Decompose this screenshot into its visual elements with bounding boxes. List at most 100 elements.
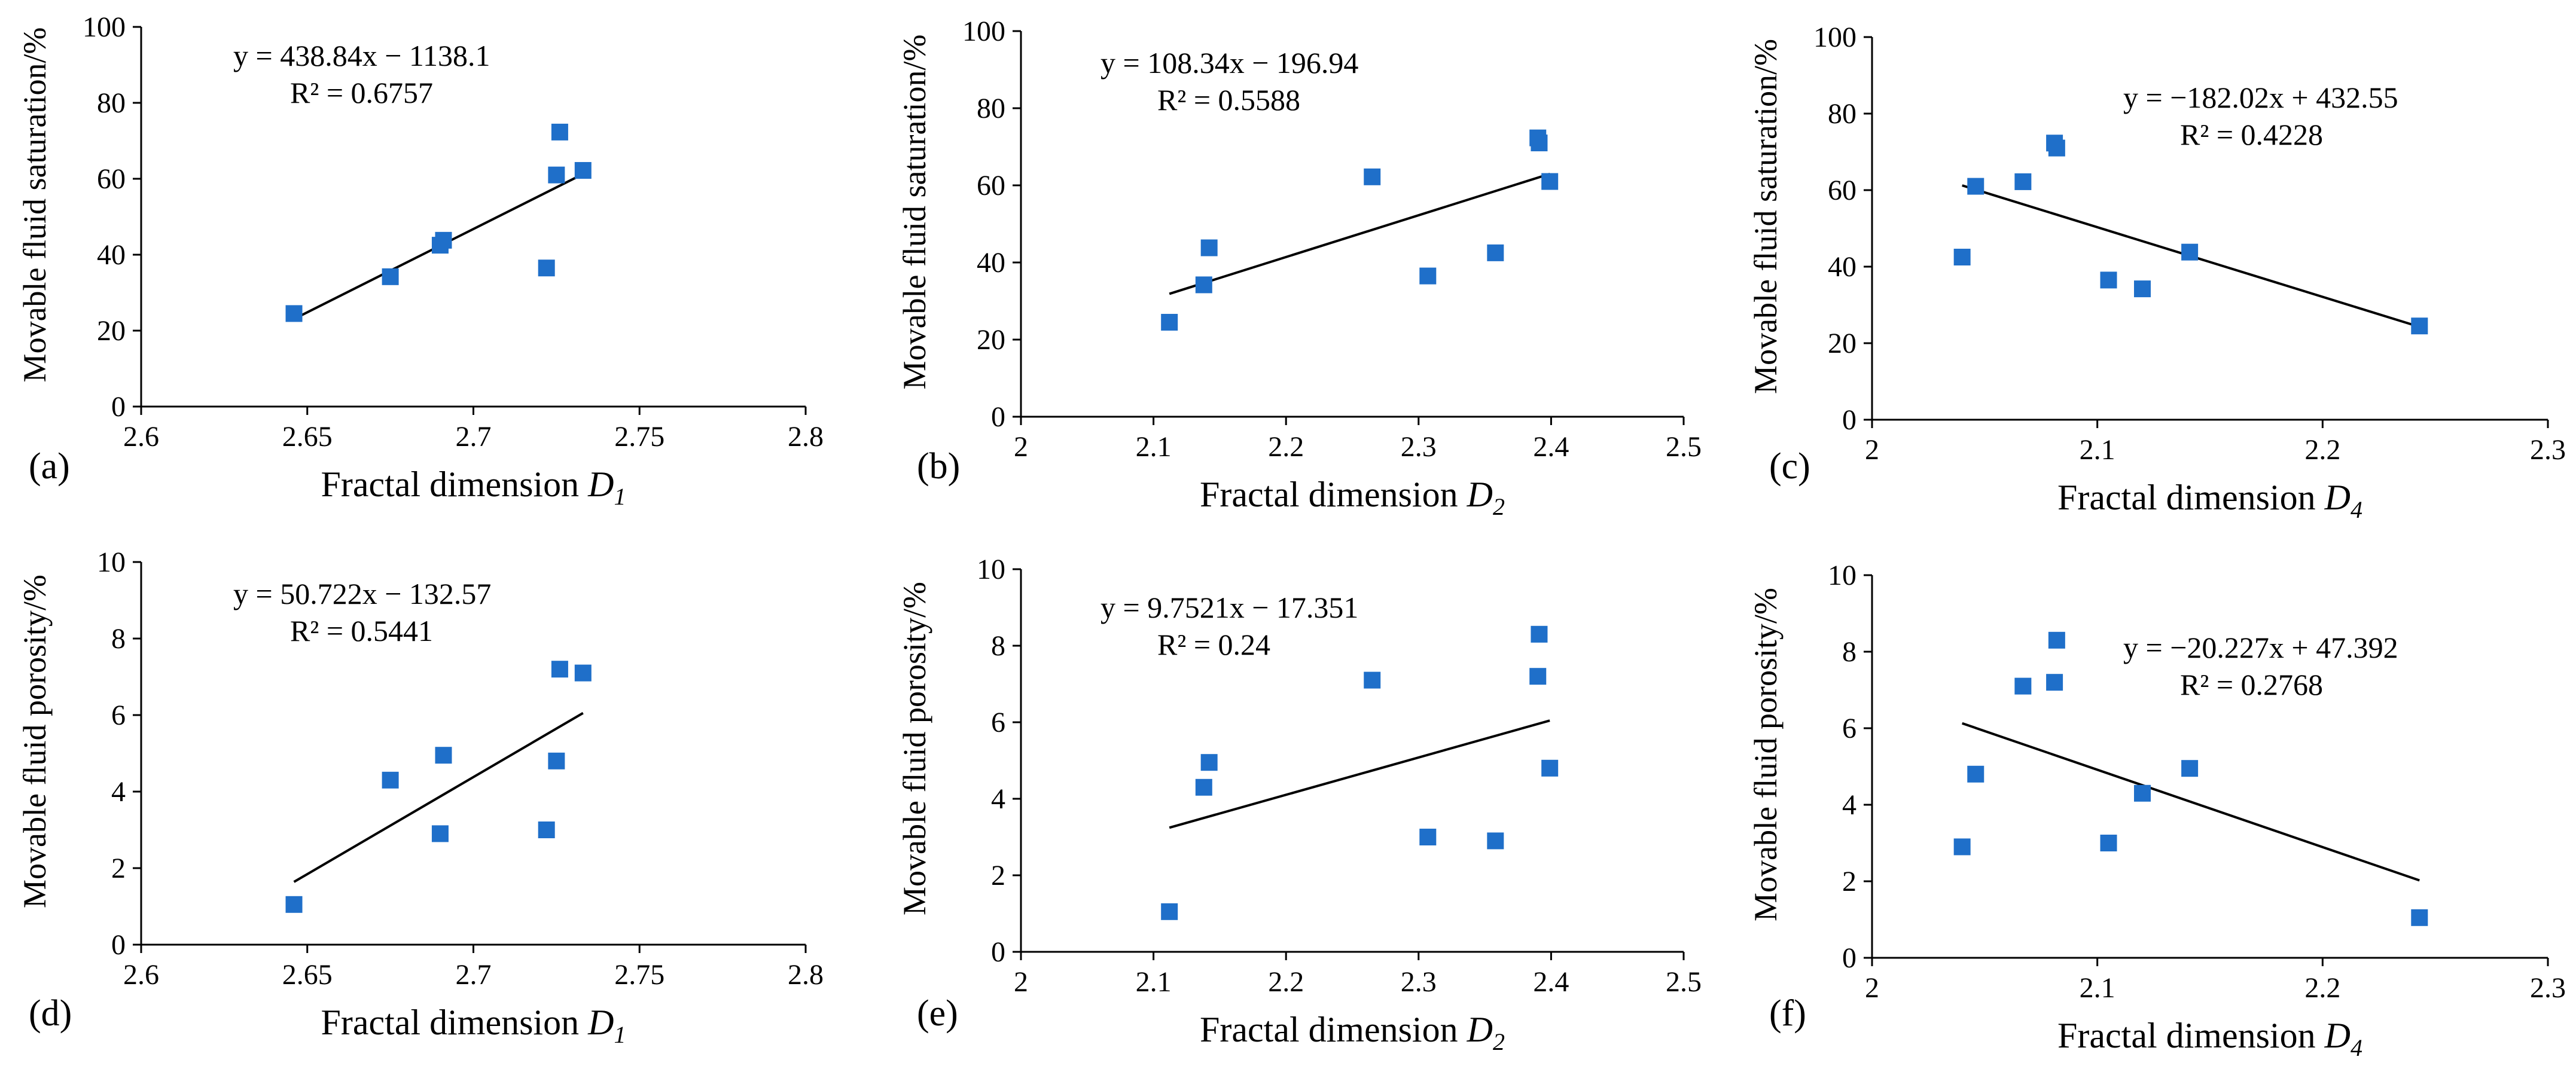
data-point [1200, 754, 1218, 771]
y-tick-label: 40 [1828, 251, 1856, 283]
data-point [382, 771, 399, 789]
trendline [1962, 722, 2420, 882]
data-point [1419, 267, 1437, 285]
x-tick-label: 2.1 [2080, 434, 2115, 466]
data-point [1967, 765, 1984, 783]
x-axis-title: Fractal dimension D4 [2057, 1016, 2362, 1061]
data-point [431, 825, 449, 842]
x-tick-label: 2.3 [1401, 431, 1437, 463]
data-point [1529, 668, 1547, 685]
trendline [1169, 172, 1550, 295]
panel-label: (b) [917, 446, 960, 487]
y-tick-label: 8 [1842, 636, 1856, 668]
data-point [1161, 903, 1178, 920]
panel-label: (f) [1769, 993, 1806, 1034]
panel-label: (c) [1769, 446, 1810, 487]
r-squared-label: R² = 0.5441 [290, 614, 433, 648]
data-point [1967, 178, 1984, 195]
data-point [2048, 139, 2065, 157]
y-tick-label: 2 [111, 853, 126, 884]
x-tick-label: 2.2 [1268, 966, 1304, 998]
x-tick-label: 2.5 [1666, 431, 1702, 463]
y-tick-label: 60 [977, 170, 1005, 201]
trendline [293, 711, 584, 883]
data-point [1487, 244, 1504, 261]
data-point [1541, 759, 1559, 777]
equation-label: y = 50.722x − 132.57 [233, 577, 491, 610]
data-point [2181, 760, 2199, 777]
x-tick-label: 2.3 [2530, 972, 2566, 1004]
data-point [285, 896, 303, 913]
y-axis-title: Movable fluid porosity/% [897, 582, 932, 915]
x-axis-title: Fractal dimension D1 [321, 1003, 626, 1048]
x-tick-label: 2.2 [2304, 972, 2340, 1004]
y-tick-label: 6 [111, 700, 126, 731]
x-tick-label: 2.75 [614, 421, 664, 453]
y-tick-label: 80 [1828, 98, 1856, 130]
data-point [1953, 249, 1971, 265]
y-tick-label: 20 [1828, 328, 1856, 359]
y-tick-label: 0 [1842, 942, 1856, 974]
data-point [1541, 173, 1559, 190]
panel-label: (d) [29, 993, 72, 1034]
y-tick-label: 4 [111, 776, 126, 808]
y-tick-label: 0 [991, 936, 1005, 968]
equation-label: y = 9.7521x − 17.351 [1100, 591, 1358, 624]
data-point [538, 259, 555, 277]
y-tick-label: 20 [977, 324, 1005, 356]
equation-label: y = 438.84x − 1138.1 [233, 39, 490, 72]
y-axis-title: Movable fluid porosity/% [17, 575, 53, 908]
y-tick-label: 20 [97, 315, 126, 347]
data-point [1200, 239, 1218, 256]
panel-label: (a) [29, 446, 70, 487]
equation-label: y = −20.227x + 47.392 [2123, 631, 2398, 664]
data-point [1195, 778, 1212, 796]
r-squared-label: R² = 0.5588 [1157, 83, 1300, 117]
y-tick-label: 40 [97, 239, 126, 271]
x-axis-title: Fractal dimension D2 [1200, 475, 1505, 520]
y-tick-label: 2 [991, 860, 1005, 891]
data-point [1487, 832, 1504, 850]
data-point [2411, 909, 2428, 926]
data-point [2048, 631, 2065, 649]
data-point [2100, 271, 2117, 289]
x-tick-label: 2.4 [1533, 431, 1569, 463]
y-tick-label: 8 [991, 630, 1005, 662]
x-tick-label: 2.2 [1268, 431, 1304, 463]
y-axis-title: Movable fluid saturation/% [1748, 39, 1784, 394]
y-tick-label: 60 [97, 163, 126, 195]
x-tick-label: 2 [1865, 972, 1879, 1004]
data-point [538, 821, 555, 838]
y-tick-label: 4 [1842, 789, 1856, 821]
data-point [1531, 135, 1548, 152]
data-point [2134, 280, 2151, 298]
data-point [1364, 168, 1381, 185]
data-point [1953, 838, 1971, 856]
y-tick-label: 6 [1842, 713, 1856, 744]
x-tick-label: 2.7 [456, 421, 492, 453]
x-tick-label: 2.6 [123, 421, 159, 453]
data-point [1419, 829, 1437, 845]
equation-label: y = 108.34x − 196.94 [1100, 46, 1358, 80]
data-point [2134, 784, 2151, 802]
trendline [1169, 719, 1550, 829]
y-tick-label: 0 [111, 929, 126, 961]
y-axis-title: Movable fluid porosity/% [1748, 588, 1784, 921]
data-point [2014, 173, 2032, 190]
data-point [548, 166, 565, 184]
y-axis-title: Movable fluid saturation/% [897, 35, 932, 390]
data-point [2411, 317, 2428, 335]
y-tick-label: 10 [1828, 560, 1856, 591]
data-point [574, 162, 592, 179]
y-tick-label: 4 [991, 783, 1005, 815]
x-axis-title: Fractal dimension D1 [321, 465, 626, 510]
r-squared-label: R² = 0.2768 [2180, 668, 2323, 701]
y-tick-label: 100 [83, 11, 126, 43]
data-point [574, 664, 592, 682]
r-squared-label: R² = 0.6757 [290, 76, 433, 109]
y-axis-title: Movable fluid saturation/% [17, 28, 53, 383]
y-tick-label: 40 [977, 247, 1005, 279]
panel-1: 0 20 40 60 80 100 2 2.1 2.2 2.3 2.4 2.5 Fractal dime… [897, 16, 1702, 520]
